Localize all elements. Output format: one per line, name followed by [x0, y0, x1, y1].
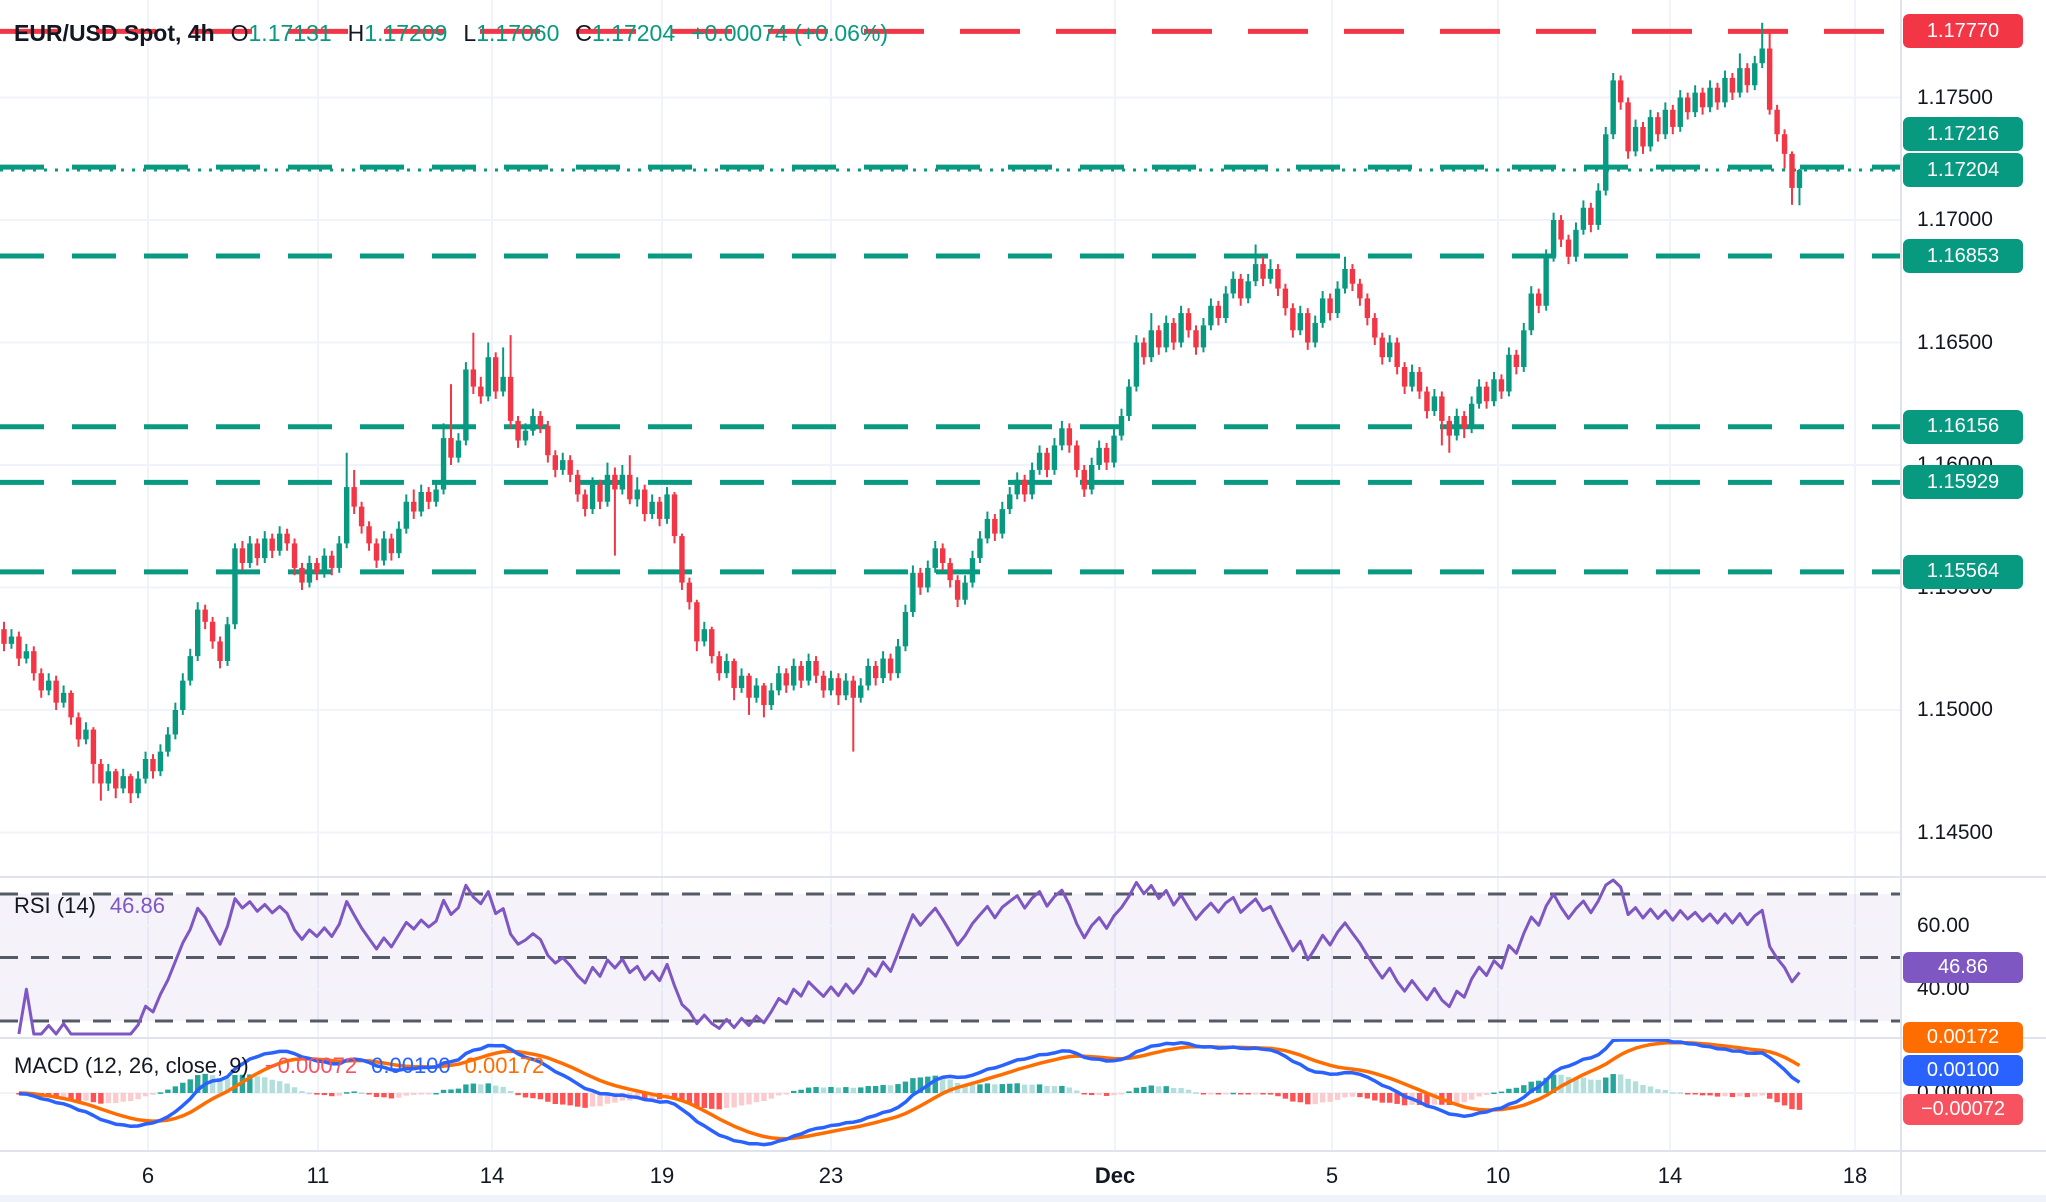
price-badge: 1.17216: [1903, 117, 2023, 152]
price-axis-label: 1.17500: [1917, 85, 1993, 109]
price-axis-label: 1.16500: [1917, 330, 1993, 354]
price-axis-label: 1.15000: [1917, 698, 1993, 721]
time-axis-label: 5: [1325, 1163, 1339, 1188]
macd-pane-title[interactable]: MACD (12, 26, close, 9) −0.00072 0.00100 0.…: [14, 1053, 544, 1079]
price-badge: 1.16853: [1903, 239, 2023, 274]
macd-hist-value-label: −0.00072: [264, 1053, 358, 1078]
gridlines-layer: [0, 0, 1900, 1150]
rsi-pane-layer: [0, 878, 1900, 1036]
macd-pane-separator[interactable]: [0, 1037, 2046, 1039]
close-value: 1.17204: [591, 20, 676, 46]
low-label: L: [463, 20, 477, 46]
macd-pane-layer: [0, 1038, 1900, 1147]
open-label: O: [230, 20, 249, 46]
candle-wicks-layer: [3, 22, 1801, 804]
price-badge: 1.17770: [1903, 14, 2023, 49]
time-axis-border: [0, 1150, 2046, 1152]
price-badge: 1.17204: [1903, 153, 2023, 188]
price-badge: 1.15929: [1903, 465, 2023, 500]
rsi-value-label: 46.86: [109, 893, 165, 918]
price-axis-border: [1900, 0, 1902, 1202]
bottom-scroll-strip[interactable]: [0, 1195, 2046, 1202]
low-value: 1.17060: [476, 20, 560, 46]
open-value: 1.17131: [248, 20, 332, 46]
price-axis-label: 1.14500: [1917, 820, 1993, 844]
time-axis-label: 23: [818, 1163, 844, 1188]
rsi-pane-separator[interactable]: [0, 876, 2046, 878]
high-label: H: [347, 20, 365, 46]
macd-name-label: MACD (12, 26, close, 9): [14, 1053, 249, 1078]
time-axis-label: 6: [141, 1163, 155, 1188]
time-axis-label: 11: [306, 1163, 330, 1188]
rsi-axis-label: 40.00: [1917, 977, 1970, 1001]
time-axis-label: 10: [1485, 1163, 1511, 1188]
time-axis-label: 14: [1657, 1163, 1683, 1188]
symbol-info-bar: EUR/USD Spot, 4h O1.17131 H1.17209 L1.17060…: [14, 20, 888, 47]
time-axis-label: 19: [649, 1163, 675, 1188]
time-axis-label: 14: [479, 1163, 505, 1188]
price-axis-label: 1.17000: [1917, 208, 1993, 231]
high-value: 1.17209: [364, 20, 448, 46]
time-axis-label: 18: [1842, 1163, 1868, 1188]
rsi-pane-title[interactable]: RSI (14) 46.86: [14, 893, 165, 919]
macd-signal-value-label: 0.00172: [464, 1053, 545, 1078]
change-value: +0.00074 (+0.06%): [691, 20, 889, 46]
price-badge: 1.15564: [1903, 554, 2023, 589]
macd-line-value-label: 0.00100: [371, 1053, 451, 1078]
symbol-title[interactable]: EUR/USD Spot, 4h: [14, 20, 215, 46]
rsi-name-label: RSI (14): [14, 893, 96, 918]
macd-value-badge: 0.00100: [1903, 1055, 2023, 1086]
time-axis-label: Dec: [1094, 1163, 1136, 1188]
rsi-value-badge: 46.86: [1903, 951, 2023, 983]
macd-value-badge: 0.00172: [1903, 1022, 2023, 1053]
close-label: C: [575, 20, 592, 46]
candle-bodies-layer: [1, 48, 1803, 794]
macd-value-badge: −0.00072: [1903, 1093, 2023, 1125]
price-badge: 1.16156: [1903, 409, 2023, 444]
rsi-axis-label: 60.00: [1917, 913, 1970, 937]
